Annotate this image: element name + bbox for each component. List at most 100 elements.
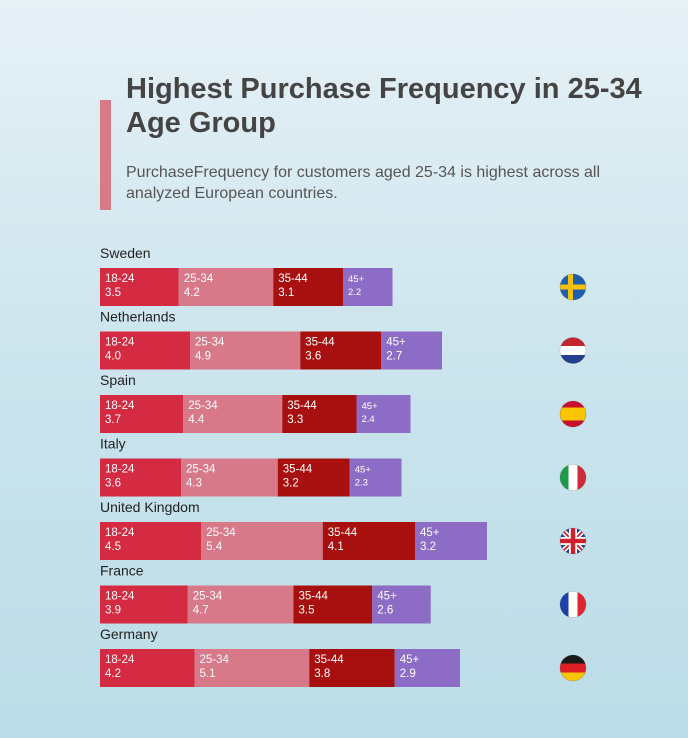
bar-segment bbox=[322, 522, 415, 560]
segment-value-label: 4.5 bbox=[105, 541, 121, 553]
segment-value-label: 2.9 bbox=[400, 668, 416, 680]
bar-segment bbox=[100, 458, 181, 497]
bar-segment bbox=[309, 649, 395, 687]
segment-group-label: 35-44 bbox=[283, 464, 313, 476]
segment-group-label: 25-34 bbox=[188, 400, 218, 412]
segment-value-label: 4.7 bbox=[193, 605, 209, 617]
segment-group-label: 18-24 bbox=[105, 337, 135, 349]
title-accent-bar bbox=[100, 100, 111, 210]
segment-group-label: 25-34 bbox=[186, 464, 216, 476]
bar-segment bbox=[187, 585, 294, 624]
segment-value-label: 3.8 bbox=[314, 668, 330, 680]
segment-group-label: 18-24 bbox=[105, 273, 135, 285]
country-label: Italy bbox=[100, 436, 126, 452]
segment-group-label: 45+ bbox=[400, 654, 420, 666]
country-label: Germany bbox=[100, 626, 158, 642]
segment-value-label: 4.3 bbox=[186, 478, 202, 490]
segment-value-label: 3.7 bbox=[105, 414, 121, 426]
bar-segment bbox=[100, 522, 202, 560]
segment-group-label: 45+ bbox=[355, 465, 372, 476]
segment-value-label: 2.2 bbox=[348, 287, 361, 298]
segment-group-label: 45+ bbox=[362, 401, 379, 412]
segment-group-label: 35-44 bbox=[328, 527, 358, 539]
segment-value-label: 4.0 bbox=[105, 351, 121, 363]
bar-row: Italy 18-24 3.6 25-34 4.3 35-44 3.2 45+ 2.3 bbox=[100, 436, 402, 497]
segment-value-label: 4.2 bbox=[184, 287, 200, 299]
bar-segment bbox=[201, 522, 323, 560]
segment-group-label: 45+ bbox=[386, 337, 406, 349]
bar-row: Sweden 18-24 3.5 25-34 4.2 35-44 3.1 45+ 2.2 bbox=[100, 245, 393, 306]
segment-group-label: 35-44 bbox=[305, 337, 335, 349]
segment-group-label: 35-44 bbox=[278, 273, 308, 285]
bar-segment bbox=[372, 585, 431, 624]
germany-flag-icon bbox=[559, 654, 587, 682]
bar-segment bbox=[273, 268, 343, 306]
segment-group-label: 18-24 bbox=[105, 527, 135, 539]
chart-title: Highest Purchase Frequency in 25-34 Age … bbox=[126, 73, 642, 139]
country-label: France bbox=[100, 563, 144, 579]
segment-group-label: 25-34 bbox=[184, 273, 214, 285]
united-kingdom-flag-icon bbox=[559, 527, 587, 555]
segment-value-label: 4.1 bbox=[328, 541, 344, 553]
segment-group-label: 25-34 bbox=[206, 527, 236, 539]
segment-group-label: 35-44 bbox=[287, 400, 317, 412]
chart-subtitle: PurchaseFrequency for customers aged 25-… bbox=[126, 164, 601, 202]
sweden-flag-icon bbox=[559, 273, 587, 301]
segment-value-label: 2.6 bbox=[377, 605, 393, 617]
country-label: United Kingdom bbox=[100, 499, 200, 515]
segment-value-label: 2.3 bbox=[355, 478, 368, 489]
segment-value-label: 4.2 bbox=[105, 668, 121, 680]
bar-segment bbox=[394, 649, 460, 687]
segment-value-label: 3.5 bbox=[299, 605, 315, 617]
segment-group-label: 35-44 bbox=[314, 654, 344, 666]
bar-segment bbox=[181, 458, 278, 497]
bar-segment bbox=[300, 331, 382, 370]
bar-segment bbox=[178, 268, 274, 306]
segment-value-label: 4.9 bbox=[195, 351, 211, 363]
france-flag-icon bbox=[559, 591, 587, 618]
segment-group-label: 25-34 bbox=[195, 337, 225, 349]
segment-group-label: 45+ bbox=[348, 274, 365, 285]
segment-group-label: 18-24 bbox=[105, 400, 135, 412]
segment-group-label: 25-34 bbox=[193, 591, 223, 603]
segment-value-label: 3.3 bbox=[287, 414, 303, 426]
bar-segment bbox=[100, 331, 190, 370]
italy-flag-icon bbox=[559, 464, 587, 491]
country-label: Spain bbox=[100, 372, 136, 388]
segment-value-label: 3.1 bbox=[278, 287, 294, 299]
bar-segment bbox=[100, 395, 184, 433]
bar-segment bbox=[381, 331, 442, 370]
segment-value-label: 2.7 bbox=[386, 351, 402, 363]
segment-group-label: 45+ bbox=[377, 591, 397, 603]
bar-row: Spain 18-24 3.7 25-34 4.4 35-44 3.3 45+ 2.4 bbox=[100, 372, 411, 433]
bar-segment bbox=[282, 395, 357, 433]
segment-value-label: 5.1 bbox=[200, 668, 216, 680]
netherlands-flag-icon bbox=[559, 337, 587, 364]
segment-value-label: 3.6 bbox=[305, 351, 321, 363]
bar-row: Netherlands 18-24 4.0 25-34 4.9 35-44 3.6 45+ 2.… bbox=[100, 309, 442, 370]
bar-segment bbox=[194, 649, 310, 687]
bar-row: Germany 18-24 4.2 25-34 5.1 35-44 3.8 45+ 2.9 bbox=[100, 626, 460, 687]
bar-row: France 18-24 3.9 25-34 4.7 35-44 3.5 45+ 2.6 bbox=[100, 563, 431, 624]
segment-value-label: 3.5 bbox=[105, 287, 121, 299]
country-label: Sweden bbox=[100, 245, 151, 261]
bar-segment bbox=[183, 395, 283, 433]
segment-value-label: 5.4 bbox=[206, 541, 223, 553]
bar-segment bbox=[293, 585, 373, 624]
bar-segment bbox=[415, 522, 487, 560]
country-label: Netherlands bbox=[100, 309, 176, 325]
segment-group-label: 35-44 bbox=[299, 591, 329, 603]
segment-group-label: 18-24 bbox=[105, 591, 135, 603]
segment-value-label: 3.6 bbox=[105, 478, 121, 490]
segment-value-label: 3.2 bbox=[283, 478, 299, 490]
segment-group-label: 18-24 bbox=[105, 464, 135, 476]
bar-row: United Kingdom 18-24 4.5 25-34 5.4 35-44 4.1 45… bbox=[100, 499, 487, 560]
bar-segment bbox=[349, 458, 402, 497]
segment-group-label: 25-34 bbox=[200, 654, 230, 666]
segment-value-label: 3.9 bbox=[105, 605, 121, 617]
segment-group-label: 45+ bbox=[420, 527, 440, 539]
bar-segment bbox=[190, 331, 301, 370]
segment-value-label: 2.4 bbox=[362, 414, 375, 425]
bar-segment bbox=[100, 649, 195, 687]
